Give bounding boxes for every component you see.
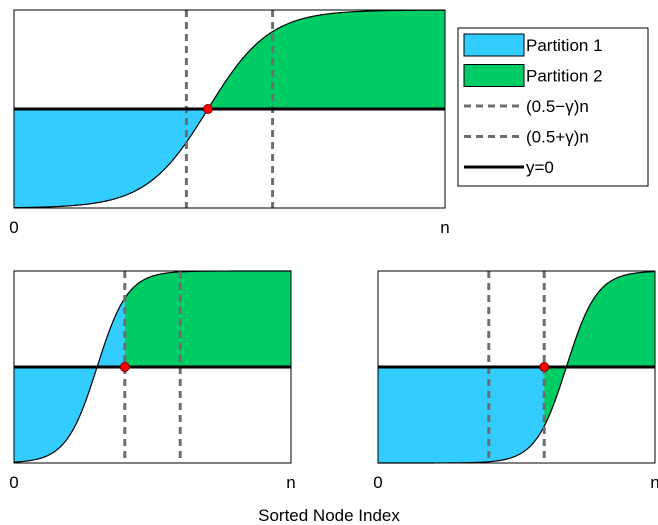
split-marker [202,104,213,114]
legend-item-3: (0.5−γ)n [464,97,589,116]
axes-frame [377,270,656,464]
legend-item-2: Partition 2 [463,64,603,87]
split-marker [119,362,130,372]
partition-1-area [14,298,125,463]
legend-label: Partition 2 [526,67,603,86]
partition-1-area [14,109,208,208]
legend-swatch [463,64,525,87]
axes-frame [13,270,292,464]
legend-item-5: y=0 [464,158,554,177]
x-tick-start: 0 [9,218,18,237]
legend-item-4: (0.5+γ)n [464,128,589,147]
legend-label: (0.5+γ)n [526,128,589,147]
x-axis-label: Sorted Node Index [258,506,400,525]
legend: Partition 1 Partition 2 (0.5−γ)n (0.5+γ)n y=… [457,27,649,187]
legend-label: y=0 [526,158,554,177]
x-tick-end: n [286,473,295,492]
partition-2-area [124,271,291,367]
x-tick-end: n [440,218,449,237]
x-tick-start: 0 [373,473,382,492]
split-marker [539,362,550,372]
x-tick-end: n [650,473,658,492]
partition-2-area [544,271,655,427]
legend-label: (0.5−γ)n [526,97,589,116]
partition-2-area [207,10,445,110]
legend-item-1: Partition 1 [463,33,603,57]
x-tick-start: 0 [9,473,18,492]
sigmoid-curve [13,9,445,209]
legend-label: Partition 1 [526,36,603,55]
legend-swatch [463,33,525,57]
axes-frame [13,9,446,209]
partition-1-area [378,367,545,463]
